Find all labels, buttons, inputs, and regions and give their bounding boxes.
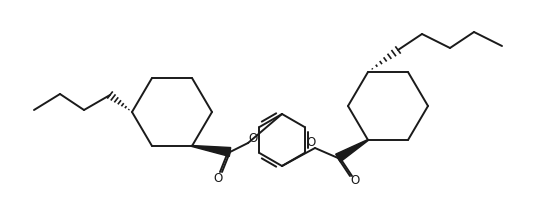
Text: O: O	[249, 131, 258, 145]
Text: O: O	[213, 172, 223, 184]
Polygon shape	[335, 139, 368, 162]
Text: O: O	[351, 173, 360, 187]
Polygon shape	[192, 145, 231, 156]
Text: O: O	[306, 137, 316, 149]
